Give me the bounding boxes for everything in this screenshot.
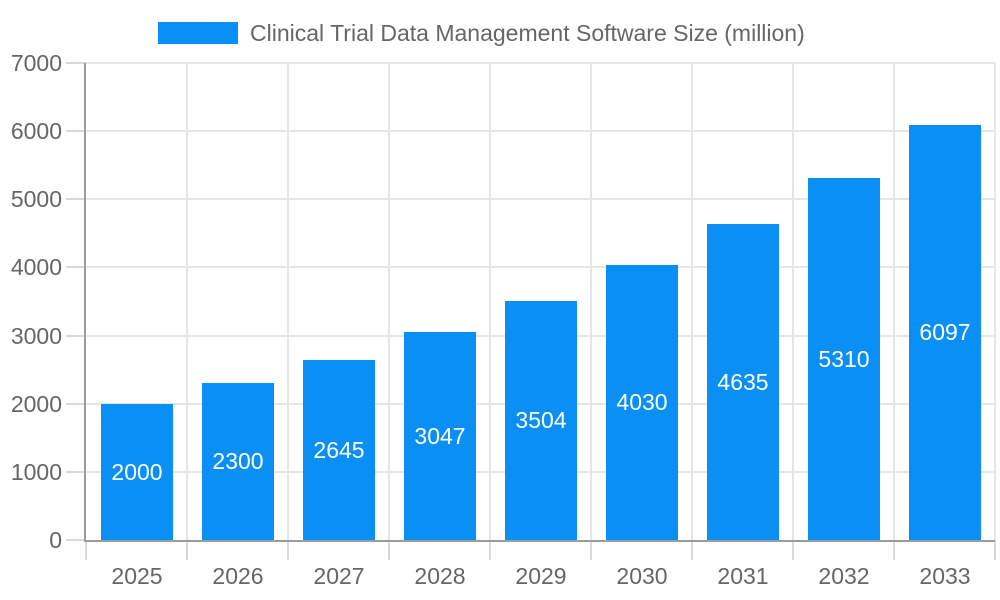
- bar-value-label: 2300: [212, 448, 264, 474]
- gridline-v: [287, 63, 289, 540]
- x-axis-tick: [287, 540, 289, 560]
- gridline-h: [86, 62, 995, 64]
- bar-2025[interactable]: 2000: [101, 404, 173, 540]
- gridline-h: [86, 266, 995, 268]
- y-axis-tick-label: 7000: [10, 50, 62, 76]
- x-axis-tick: [489, 540, 491, 560]
- x-axis-tick: [186, 540, 188, 560]
- x-axis-tick: [85, 540, 87, 560]
- y-axis-tick-label: 5000: [10, 186, 62, 212]
- y-axis-tick-label: 4000: [10, 254, 62, 280]
- x-axis-tick: [388, 540, 390, 560]
- x-axis-tick-label: 2031: [717, 563, 769, 589]
- y-axis-tick: [66, 335, 86, 337]
- x-axis-line: [84, 540, 995, 542]
- bar-2026[interactable]: 2300: [202, 383, 274, 540]
- bar-value-label: 3047: [414, 422, 466, 449]
- bar-value-label: 4635: [717, 368, 769, 395]
- x-axis-tick-label: 2030: [616, 563, 668, 589]
- x-axis-tick-label: 2032: [818, 563, 870, 589]
- legend-swatch: [158, 22, 238, 44]
- x-axis-tick-label: 2028: [414, 563, 466, 589]
- y-axis-tick-label: 1000: [10, 459, 62, 485]
- y-axis-tick: [66, 539, 86, 541]
- y-axis-line: [84, 63, 86, 542]
- gridline-h: [86, 198, 995, 200]
- y-axis-tick: [66, 266, 86, 268]
- gridline-h: [86, 130, 995, 132]
- x-axis-tick: [893, 540, 895, 560]
- x-axis-tick: [792, 540, 794, 560]
- x-axis-tick-label: 2027: [313, 563, 365, 589]
- bar-value-label: 6097: [919, 319, 971, 345]
- gridline-v: [388, 63, 390, 540]
- gridline-v: [489, 63, 491, 540]
- bar-2030[interactable]: 4030: [606, 265, 678, 540]
- x-axis-tick-label: 2026: [212, 563, 264, 589]
- x-axis-tick: [691, 540, 693, 560]
- y-axis-tick-label: 0: [49, 527, 62, 553]
- bar-value-label: 2645: [313, 436, 365, 463]
- gridline-v: [186, 63, 188, 540]
- y-axis-tick: [66, 403, 86, 405]
- bar-value-label: 3504: [515, 407, 567, 433]
- x-axis-tick-label: 2033: [919, 563, 971, 589]
- x-axis-tick-label: 2025: [111, 563, 163, 589]
- gridline-v: [994, 63, 996, 540]
- bar-value-label: 5310: [818, 345, 870, 372]
- bar-2031[interactable]: 4635: [707, 224, 779, 540]
- x-axis-tick: [590, 540, 592, 560]
- gridline-v: [893, 63, 895, 540]
- bar-2032[interactable]: 5310: [808, 178, 880, 540]
- gridline-v: [792, 63, 794, 540]
- gridline-v: [691, 63, 693, 540]
- chart-title: Clinical Trial Data Management Software …: [250, 19, 805, 46]
- bar-2028[interactable]: 3047: [404, 332, 476, 540]
- y-axis-tick: [66, 198, 86, 200]
- y-axis-tick-label: 2000: [10, 391, 62, 417]
- y-axis-tick: [66, 62, 86, 64]
- y-axis-tick: [66, 130, 86, 132]
- bar-value-label: 2000: [111, 458, 163, 485]
- bar-2033[interactable]: 6097: [909, 125, 981, 540]
- x-axis-tick: [994, 540, 996, 560]
- gridline-v: [590, 63, 592, 540]
- x-axis-tick-label: 2029: [515, 563, 567, 589]
- legend-item[interactable]: Clinical Trial Data Management Software …: [158, 19, 805, 47]
- y-axis-tick: [66, 471, 86, 473]
- y-axis-tick-label: 3000: [10, 323, 62, 349]
- bar-value-label: 4030: [616, 389, 668, 415]
- bar-2027[interactable]: 2645: [303, 360, 375, 540]
- y-axis-tick-label: 6000: [10, 118, 62, 144]
- bar-2029[interactable]: 3504: [505, 301, 577, 540]
